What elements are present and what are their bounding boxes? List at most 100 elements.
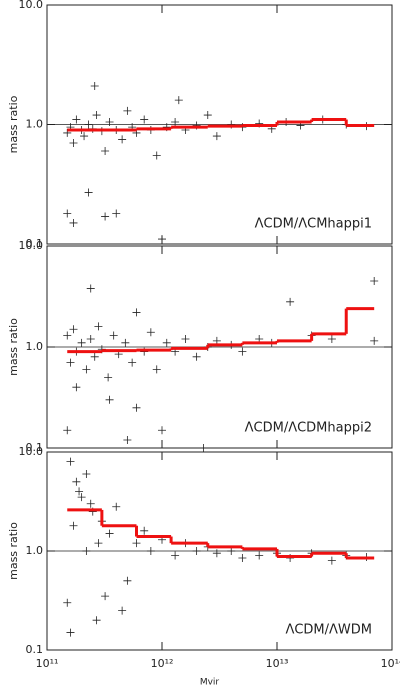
y-tick-label: 1.0	[26, 544, 44, 557]
scatter-point	[94, 322, 103, 331]
scatter-point	[66, 358, 75, 367]
scatter-point	[82, 547, 91, 555]
y-tick-label: 0.1	[26, 441, 44, 454]
scatter-point	[84, 120, 93, 129]
scatter-point	[171, 117, 180, 126]
scatter-point	[203, 111, 212, 120]
scatter-point	[123, 106, 132, 115]
scatter-point	[77, 493, 86, 502]
y-tick-label: 1.0	[26, 340, 44, 353]
scatter-point	[192, 352, 201, 361]
y-tick-label: 0.1	[26, 643, 44, 656]
scatter-point	[63, 598, 72, 607]
scatter-point	[101, 212, 110, 221]
scatter-point	[105, 117, 114, 126]
scatter-point	[94, 539, 103, 548]
scatter-point	[82, 365, 91, 374]
scatter-point	[82, 469, 91, 478]
scatter-point	[72, 115, 81, 124]
scatter-point	[146, 547, 155, 555]
scatter-point	[146, 328, 155, 337]
scatter-point	[118, 135, 127, 144]
scatter-point	[199, 444, 208, 452]
scatter-point	[132, 308, 141, 317]
scatter-point	[92, 111, 101, 120]
scatter-point	[75, 487, 84, 496]
annotation: ΛCDM/ΛCMhappi1	[255, 217, 372, 232]
scatter-point	[121, 338, 130, 347]
scatter-point	[370, 277, 379, 286]
scatter-point	[63, 331, 72, 340]
y-tick-label: 1.0	[26, 118, 44, 131]
x-axis-label: Mvir	[200, 678, 220, 688]
scatter-point	[238, 553, 247, 562]
scatter-point	[72, 477, 81, 486]
y-tick-label: 10.0	[19, 445, 44, 458]
scatter-point	[86, 284, 95, 293]
scatter-point	[140, 115, 149, 124]
scatter-point	[174, 96, 183, 105]
x-tick-label: 10¹⁴	[381, 657, 400, 670]
scatter-point	[66, 628, 75, 637]
y-tick-label: 0.1	[26, 237, 44, 250]
x-tick-label: 10¹³	[266, 657, 289, 670]
scatter-point	[171, 551, 180, 560]
scatter-point	[112, 209, 121, 218]
scatter-point	[327, 335, 336, 344]
scatter-point	[123, 576, 132, 585]
scatter-point	[128, 358, 137, 367]
scatter-point	[105, 529, 114, 538]
scatter-point	[158, 235, 166, 244]
annotation: ΛCDM/ΛWDM	[285, 623, 372, 638]
scatter-point	[86, 335, 95, 344]
scatter-point	[286, 297, 295, 306]
y-tick-label: 10.0	[19, 0, 44, 11]
scatter-point	[63, 426, 72, 435]
scatter-point	[104, 373, 113, 382]
scatter-point	[105, 395, 114, 404]
scatter-point	[86, 499, 95, 508]
annotation: ΛCDM/ΛCDMhappi2	[245, 421, 372, 436]
y-axis-label: mass ratio	[7, 522, 20, 580]
scatter-point	[92, 616, 101, 625]
scatter-point	[109, 331, 118, 340]
scatter-point	[255, 551, 264, 560]
scatter-point	[152, 365, 161, 374]
scatter-point	[123, 436, 132, 445]
scatter-point	[192, 547, 201, 555]
scatter-point	[77, 338, 86, 347]
scatter-point	[80, 132, 89, 141]
scatter-point	[140, 526, 149, 535]
scatter-point	[212, 132, 221, 141]
scatter-point	[327, 556, 336, 565]
scatter-point	[152, 151, 161, 160]
scatter-point	[101, 147, 110, 156]
scatter-point	[181, 335, 190, 344]
y-tick-label: 10.0	[19, 239, 44, 252]
scatter-point	[118, 606, 127, 615]
scatter-point	[162, 338, 171, 347]
scatter-point	[69, 521, 78, 530]
x-tick-label: 10¹¹	[36, 657, 59, 670]
scatter-point	[132, 539, 141, 548]
scatter-point	[112, 502, 121, 511]
scatter-point	[69, 218, 78, 227]
x-tick-label: 10¹²	[151, 657, 174, 670]
scatter-point	[212, 549, 221, 558]
scatter-point	[69, 325, 78, 334]
scatter-point	[90, 352, 99, 361]
scatter-point	[84, 188, 93, 197]
scatter-point	[72, 383, 81, 392]
y-axis-label: mass ratio	[7, 318, 20, 376]
scatter-point	[238, 347, 247, 356]
scatter-point	[101, 592, 110, 601]
scatter-point	[66, 457, 75, 466]
scatter-point	[158, 426, 166, 435]
scatter-point	[132, 403, 141, 412]
scatter-point	[69, 139, 78, 148]
scatter-point	[90, 81, 99, 90]
y-axis-label: mass ratio	[7, 95, 20, 153]
scatter-point	[370, 336, 379, 345]
scatter-point	[63, 209, 72, 218]
